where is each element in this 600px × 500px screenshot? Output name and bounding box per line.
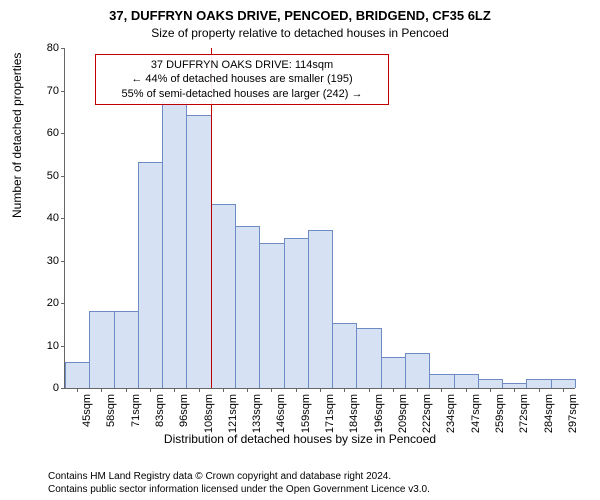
histogram-bar xyxy=(429,374,454,388)
x-tick-mark xyxy=(441,388,442,392)
histogram-bar xyxy=(332,323,357,388)
histogram-bar xyxy=(381,357,406,388)
y-tick-label: 20 xyxy=(29,297,65,309)
x-tick-label: 83sqm xyxy=(154,394,166,427)
histogram-bar xyxy=(405,353,430,388)
x-tick-label: 121sqm xyxy=(227,394,239,433)
annotation-line2: ← 44% of detached houses are smaller (19… xyxy=(102,72,382,86)
x-tick-mark xyxy=(174,388,175,392)
histogram-bar xyxy=(211,204,236,388)
x-tick-mark xyxy=(150,388,151,392)
x-tick-label: 297sqm xyxy=(567,394,579,433)
x-tick-mark xyxy=(539,388,540,392)
y-axis-label: Number of detached properties xyxy=(10,53,24,218)
x-tick-label: 284sqm xyxy=(543,394,555,433)
histogram-bar xyxy=(308,230,333,388)
histogram-bar xyxy=(259,243,284,389)
x-tick-mark xyxy=(490,388,491,392)
x-tick-mark xyxy=(369,388,370,392)
y-tick-mark xyxy=(61,218,65,219)
x-tick-label: 234sqm xyxy=(445,394,457,433)
x-tick-mark xyxy=(101,388,102,392)
histogram-bar xyxy=(551,379,576,389)
annotation-line3: 55% of semi-detached houses are larger (… xyxy=(102,87,382,101)
y-tick-mark xyxy=(61,48,65,49)
histogram-bar xyxy=(454,374,479,388)
y-tick-mark xyxy=(61,303,65,304)
x-tick-label: 96sqm xyxy=(178,394,190,427)
y-tick-mark xyxy=(61,176,65,177)
y-tick-label: 30 xyxy=(29,255,65,267)
x-tick-label: 184sqm xyxy=(348,394,360,433)
y-tick-mark xyxy=(61,346,65,347)
x-tick-mark xyxy=(77,388,78,392)
x-tick-label: 196sqm xyxy=(373,394,385,433)
annotation-box: 37 DUFFRYN OAKS DRIVE: 114sqm ← 44% of d… xyxy=(95,54,389,105)
x-tick-label: 247sqm xyxy=(470,394,482,433)
histogram-bar xyxy=(114,311,139,389)
y-tick-label: 70 xyxy=(29,85,65,97)
x-tick-label: 259sqm xyxy=(494,394,506,433)
histogram-bar xyxy=(162,102,187,388)
histogram-bar xyxy=(89,311,114,389)
histogram-bar xyxy=(65,362,90,389)
x-tick-label: 159sqm xyxy=(300,394,312,433)
y-tick-mark xyxy=(61,388,65,389)
footer-line1: Contains HM Land Registry data © Crown c… xyxy=(48,470,430,483)
x-tick-mark xyxy=(199,388,200,392)
histogram-bar xyxy=(235,226,260,389)
histogram-bar xyxy=(526,379,551,389)
x-tick-label: 71sqm xyxy=(130,394,142,427)
x-tick-label: 58sqm xyxy=(105,394,117,427)
x-tick-label: 133sqm xyxy=(251,394,263,433)
y-tick-label: 0 xyxy=(29,382,65,394)
x-tick-mark xyxy=(271,388,272,392)
x-tick-mark xyxy=(417,388,418,392)
histogram-bar xyxy=(284,238,309,388)
x-tick-label: 146sqm xyxy=(275,394,287,433)
x-tick-label: 108sqm xyxy=(203,394,215,433)
x-tick-mark xyxy=(126,388,127,392)
histogram-bar xyxy=(478,379,503,389)
histogram-bar xyxy=(356,328,381,389)
plot-area: 37 DUFFRYN OAKS DRIVE: 114sqm ← 44% of d… xyxy=(64,48,575,389)
y-tick-label: 80 xyxy=(29,42,65,54)
y-tick-label: 40 xyxy=(29,212,65,224)
histogram-bar xyxy=(138,162,163,388)
x-tick-mark xyxy=(247,388,248,392)
x-tick-mark xyxy=(320,388,321,392)
y-tick-mark xyxy=(61,133,65,134)
y-tick-label: 50 xyxy=(29,170,65,182)
y-tick-mark xyxy=(61,91,65,92)
x-tick-label: 171sqm xyxy=(324,394,336,433)
x-axis-label: Distribution of detached houses by size … xyxy=(0,432,600,446)
x-tick-mark xyxy=(393,388,394,392)
x-tick-mark xyxy=(223,388,224,392)
x-tick-mark xyxy=(296,388,297,392)
x-tick-label: 45sqm xyxy=(81,394,93,427)
histogram-bar xyxy=(186,115,211,388)
x-tick-mark xyxy=(514,388,515,392)
x-tick-mark xyxy=(466,388,467,392)
y-tick-mark xyxy=(61,261,65,262)
footer-attribution: Contains HM Land Registry data © Crown c… xyxy=(48,470,430,496)
x-tick-mark xyxy=(344,388,345,392)
x-tick-label: 209sqm xyxy=(397,394,409,433)
y-tick-label: 10 xyxy=(29,340,65,352)
y-tick-label: 60 xyxy=(29,127,65,139)
x-tick-label: 222sqm xyxy=(421,394,433,433)
chart-title-sub: Size of property relative to detached ho… xyxy=(0,26,600,40)
annotation-line1: 37 DUFFRYN OAKS DRIVE: 114sqm xyxy=(102,58,382,72)
footer-line2: Contains public sector information licen… xyxy=(48,483,430,496)
x-tick-label: 272sqm xyxy=(518,394,530,433)
x-tick-mark xyxy=(563,388,564,392)
chart-title-main: 37, DUFFRYN OAKS DRIVE, PENCOED, BRIDGEN… xyxy=(0,8,600,23)
